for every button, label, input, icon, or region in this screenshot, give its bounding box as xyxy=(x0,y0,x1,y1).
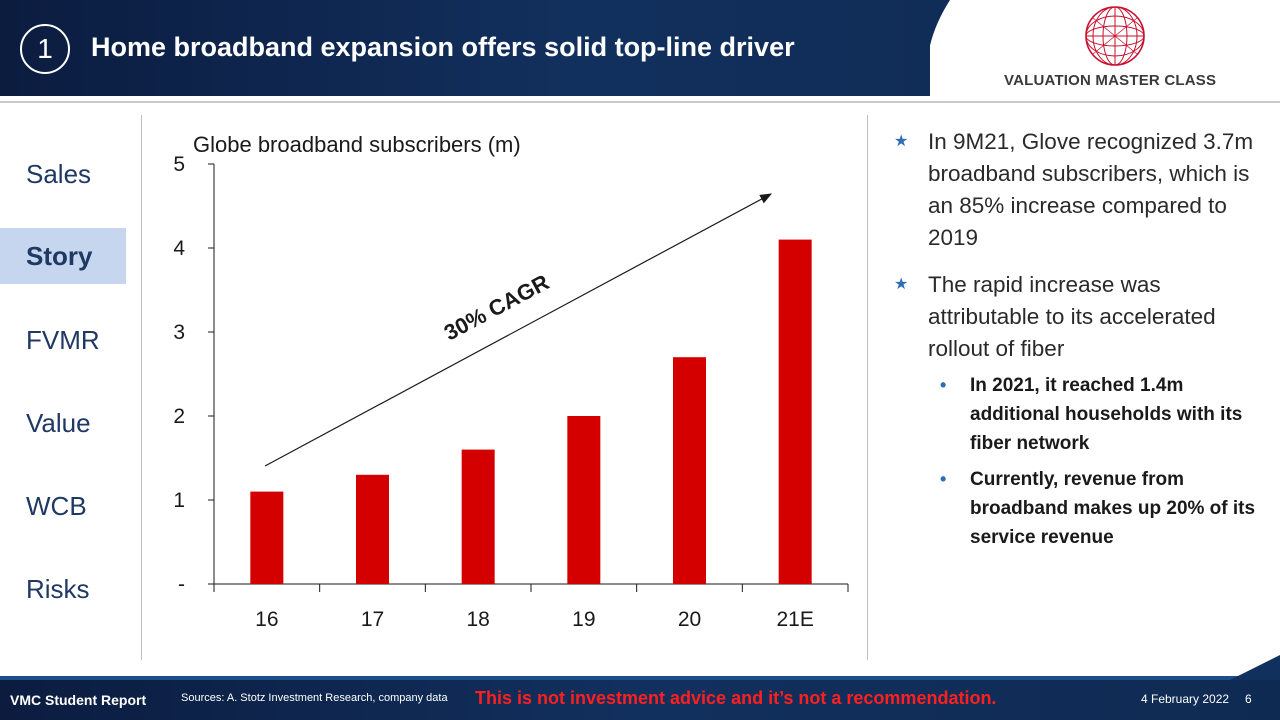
star-bullet-icon: ★ xyxy=(894,276,909,293)
nav-label: Story xyxy=(26,240,93,271)
bullet-item: ★ The rapid increase was attributable to… xyxy=(890,269,1270,365)
bullet-text: In 9M21, Glove recognized 3.7m broadband… xyxy=(928,129,1254,250)
slide-number-badge: 1 xyxy=(20,24,70,74)
dot-bullet-icon: • xyxy=(940,469,947,489)
nav-item-story[interactable]: Story xyxy=(0,228,126,284)
bar-17 xyxy=(356,474,389,584)
logo-background xyxy=(930,0,1280,100)
nav-item-fvmr[interactable]: FVMR xyxy=(0,312,126,368)
x-tick-label: 17 xyxy=(361,608,384,631)
y-tick-label: 1 xyxy=(173,489,185,512)
bar-19 xyxy=(567,416,601,584)
footer-date: 4 February 2022 xyxy=(1141,692,1230,706)
bullet-text: The rapid increase was attributable to i… xyxy=(928,272,1216,361)
nav-item-wcb[interactable]: WCB xyxy=(0,478,126,534)
y-tick-label: 4 xyxy=(173,237,185,260)
bar-16 xyxy=(250,491,284,584)
x-tick-label: 16 xyxy=(255,608,278,631)
cagr-arrow xyxy=(264,193,773,467)
bullet-list: ★ In 9M21, Glove recognized 3.7m broadba… xyxy=(890,126,1270,559)
footer-sources: Sources: A. Stotz Investment Research, c… xyxy=(181,692,448,704)
logo-text: VALUATION MASTER CLASS xyxy=(1004,72,1217,89)
sub-bullet-item: • In 2021, it reached 1.4m additional ho… xyxy=(890,371,1270,458)
nav-label: FVMR xyxy=(26,324,100,355)
page-number: 6 xyxy=(1245,692,1252,706)
dot-bullet-icon: • xyxy=(940,375,947,395)
bar-chart: - 1 2 3 4 5 16 17 18 19 20 21E 30% CAGR xyxy=(173,153,849,631)
header-divider xyxy=(0,101,1280,103)
chart-title: Globe broadband subscribers (m) xyxy=(193,132,521,157)
y-tick-label: 5 xyxy=(173,153,185,176)
footer-corner-shape xyxy=(1230,655,1280,680)
footer-accent-bar xyxy=(0,676,1280,680)
cagr-annotation: 30% CAGR xyxy=(440,269,553,345)
x-tick-label: 20 xyxy=(678,608,701,631)
y-tick-label: 2 xyxy=(173,405,185,428)
nav-item-risks[interactable]: Risks xyxy=(0,561,126,617)
slide-title: Home broadband expansion offers solid to… xyxy=(91,32,795,62)
nav-label: WCB xyxy=(26,490,87,521)
bullet-item: ★ In 9M21, Glove recognized 3.7m broadba… xyxy=(890,126,1270,254)
globe-logo-icon xyxy=(1085,6,1145,66)
bar-18 xyxy=(461,449,495,584)
sub-bullet-text: In 2021, it reached 1.4m additional hous… xyxy=(970,375,1243,454)
sidebar-divider xyxy=(141,115,142,660)
nav-item-value[interactable]: Value xyxy=(0,395,126,451)
footer-bar xyxy=(0,680,1280,720)
footer-report-label: VMC Student Report xyxy=(10,692,147,708)
star-bullet-icon: ★ xyxy=(894,133,909,150)
nav-label: Value xyxy=(26,407,91,438)
sub-bullet-item: • Currently, revenue from broadband make… xyxy=(890,465,1270,552)
sub-bullet-text: Currently, revenue from broadband makes … xyxy=(970,469,1256,548)
x-tick-label: 21E xyxy=(776,608,813,631)
x-tick-label: 19 xyxy=(572,608,595,631)
footer-disclaimer: This is not investment advice and it’s n… xyxy=(475,688,997,708)
nav-item-sales[interactable]: Sales xyxy=(0,146,126,202)
content-divider xyxy=(867,115,868,660)
bar-20 xyxy=(673,357,706,584)
bar-21E xyxy=(778,239,812,584)
x-tick-label: 18 xyxy=(466,608,489,631)
y-tick-label: - xyxy=(178,573,185,596)
y-tick-label: 3 xyxy=(173,321,185,344)
nav-label: Risks xyxy=(26,573,90,604)
nav-label: Sales xyxy=(26,158,92,189)
